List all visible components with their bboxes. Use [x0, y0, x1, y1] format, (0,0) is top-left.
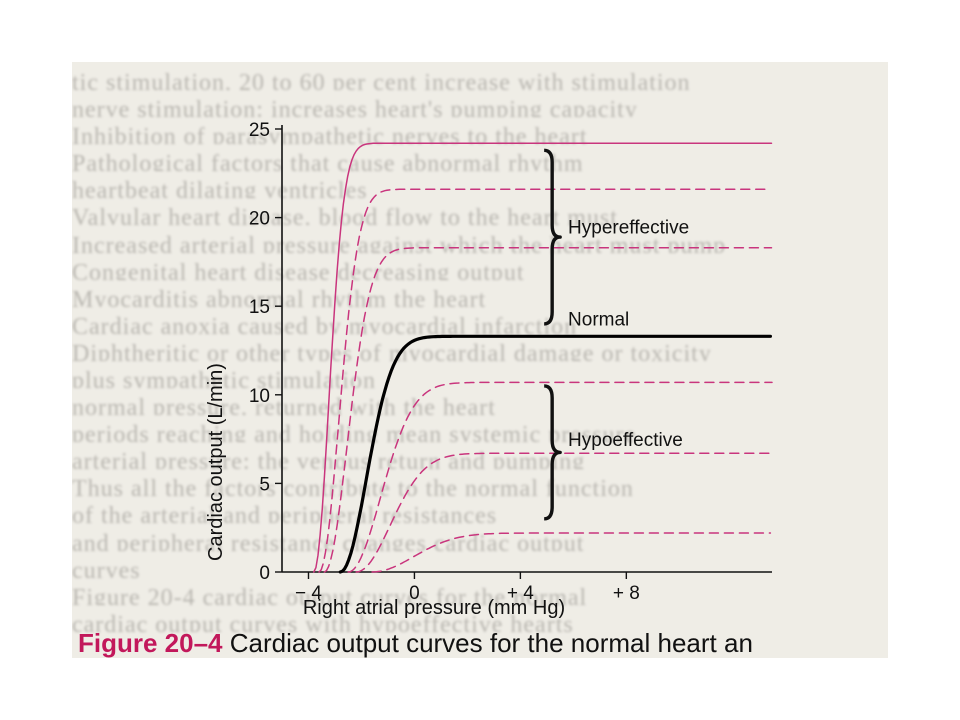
- y-tick-label: 20: [249, 209, 270, 230]
- scanned-page: tic stimulation, 20 to 60 per cent incre…: [72, 62, 888, 658]
- background-text-line: arterial pressure: the venous return and…: [72, 449, 586, 469]
- x-tick-label: − 4: [295, 583, 322, 604]
- y-tick-label: 5: [259, 474, 270, 495]
- chart-ticks: 0 5 10 15 20 25 − 4 0 + 4 + 8: [249, 120, 640, 604]
- y-tick-label: 10: [249, 386, 270, 407]
- curly-bracket: [544, 384, 562, 521]
- y-tick-label: 0: [259, 563, 270, 584]
- curve-hypoeffective: [347, 381, 773, 573]
- curve-hypoeffective: [355, 452, 773, 573]
- background-text-line: tic stimulation, 20 to 60 per cent incre…: [72, 70, 691, 90]
- annotation-hypoeffective: Hypoeffective: [568, 430, 683, 451]
- curve-normal: [338, 334, 772, 574]
- chart-axes: [281, 125, 772, 573]
- curly-bracket: [544, 148, 562, 326]
- background-text-line: Congenital heart disease decreasing outp…: [72, 260, 525, 280]
- y-axis-label: Cardiac output (L/min): [205, 363, 227, 561]
- background-text-line: curves: [72, 558, 141, 578]
- background-text-line: plus sympathetic stimulation: [72, 368, 376, 388]
- curve-hypereffective: [313, 142, 773, 573]
- curve-hypereffective: [323, 246, 773, 573]
- background-text-line: Diphtheritic or other types of myocardia…: [72, 341, 712, 361]
- background-text-line: normal pressure, returned with the heart: [72, 395, 496, 415]
- x-tick-label: + 4: [507, 583, 534, 604]
- cardiac-output-chart: 0 5 10 15 20 25 − 4 0 + 4 + 8 Hypereffective Norma…: [205, 120, 773, 619]
- x-axis-label: Right atrial pressure (mm Hg): [303, 597, 565, 619]
- background-text: tic stimulation, 20 to 60 per cent incre…: [72, 62, 888, 658]
- x-tick-label: + 8: [613, 583, 640, 604]
- background-text-line: Inhibition of parasympathetic nerves to …: [72, 124, 588, 144]
- background-text-line: Valvular heart disease, blood flow to th…: [72, 205, 618, 225]
- background-text-line: Pathological factors that cause abnormal…: [72, 151, 584, 171]
- x-tick-label: 0: [409, 583, 420, 604]
- figure-caption: Figure 20–4 Cardiac output curves for th…: [78, 628, 898, 658]
- background-text-line: Cardiac anoxia caused by myocardial infa…: [72, 314, 578, 334]
- background-text-line: nerve stimulation: increases heart's pum…: [72, 97, 638, 117]
- chart-brackets: [544, 148, 562, 521]
- annotation-normal: Normal: [568, 310, 629, 331]
- figure-label: Figure 20–4: [78, 628, 223, 658]
- background-text-line: heartbeat dilating ventricles: [72, 178, 368, 198]
- chart-annotations: Hypereffective Normal Hypoeffective: [568, 217, 689, 451]
- annotation-hypereffective: Hypereffective: [568, 217, 689, 238]
- curve-hypoeffective: [371, 532, 772, 573]
- background-text-line: periods reaching and holding mean system…: [72, 422, 637, 442]
- y-tick-label: 15: [249, 297, 270, 318]
- background-text-line: Figure 20-4 cardiac output curves for th…: [72, 585, 588, 605]
- y-tick-label: 25: [249, 120, 270, 141]
- curve-hypereffective: [318, 188, 772, 573]
- caption-text: Cardiac output curves for the normal hea…: [222, 628, 753, 658]
- chart-curves: [313, 142, 773, 574]
- background-text-line: cardiac output curves with hypoeffective…: [72, 612, 574, 632]
- background-text-line: of the arterial and peripheral resistanc…: [72, 503, 498, 523]
- background-text-line: Thus all the factors contribute to the n…: [72, 476, 634, 496]
- background-text-line: Myocarditis abnormal rhythm the heart: [72, 287, 487, 307]
